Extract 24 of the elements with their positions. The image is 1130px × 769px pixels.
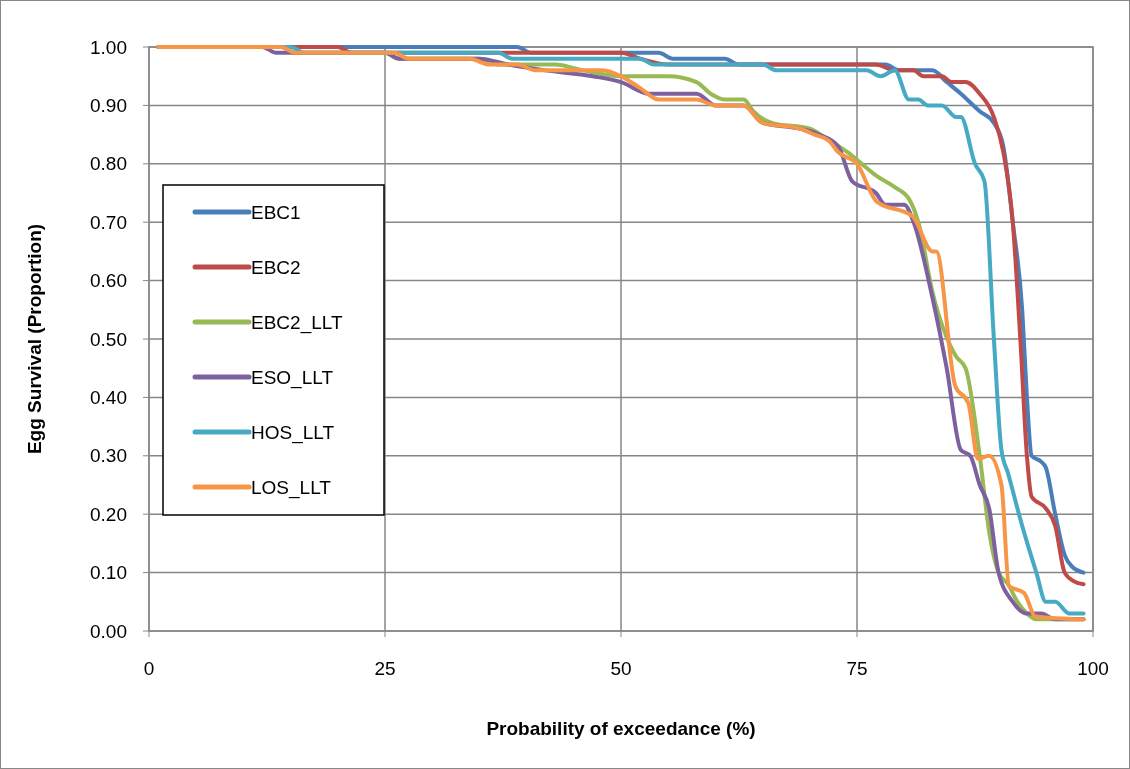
x-tick-label: 0	[143, 658, 155, 679]
y-tick-label: 0.00	[90, 620, 127, 642]
y-tick-label: 1.00	[90, 36, 127, 58]
legend-label: EBC2	[251, 256, 301, 278]
y-tick-label: 0.90	[90, 95, 127, 117]
y-tick-label: 0.10	[90, 562, 127, 584]
legend-label: HOS_LLT	[251, 421, 335, 444]
legend-label: EBC1	[251, 201, 301, 223]
legend-label: EBC2_LLT	[251, 311, 343, 334]
x-tick-label: 100	[1077, 658, 1109, 679]
y-tick-label: 0.70	[90, 211, 127, 233]
legend-label: ESO_LLT	[251, 366, 334, 389]
y-tick-label: 0.50	[90, 328, 127, 350]
y-tick-label: 0.30	[90, 445, 127, 467]
x-tick-label: 50	[610, 658, 632, 679]
y-tick-label: 0.60	[90, 270, 127, 292]
y-axis-title: Egg Survival (Proportion)	[24, 223, 45, 455]
x-axis-title: Probability of exceedance (%)	[486, 718, 756, 739]
x-tick-label: 75	[846, 658, 868, 679]
y-tick-label: 0.20	[90, 503, 127, 525]
legend-label: LOS_LLT	[251, 476, 332, 499]
y-tick-label: 0.40	[90, 387, 127, 409]
x-tick-label: 25	[374, 658, 396, 679]
y-tick-label: 0.80	[90, 153, 127, 175]
